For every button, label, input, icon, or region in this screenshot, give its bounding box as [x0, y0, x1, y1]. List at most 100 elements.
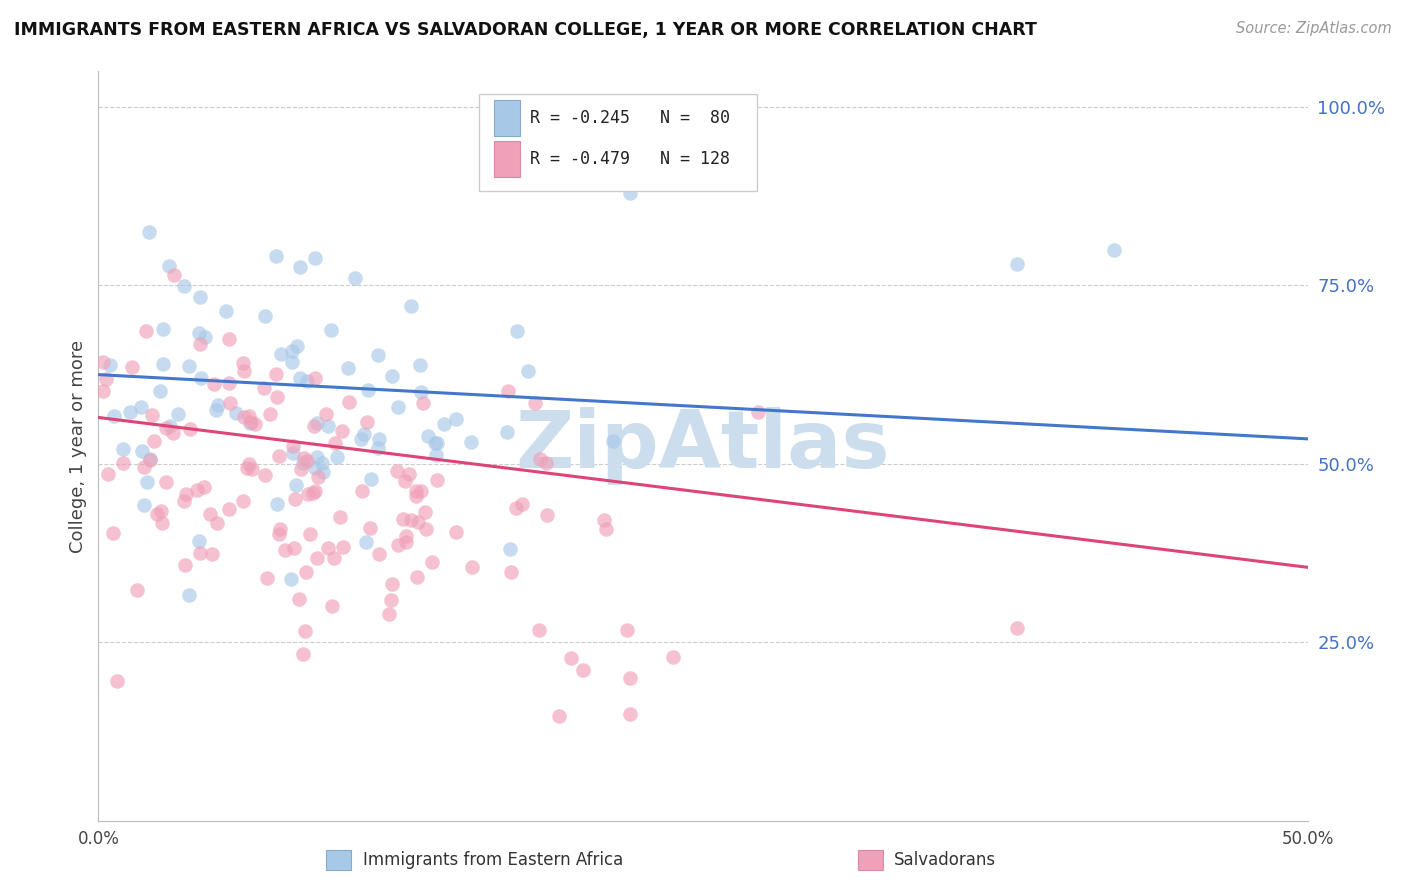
- Point: [496, 384, 519, 398]
- Point: [304, 370, 326, 384]
- Point: [353, 426, 375, 441]
- Point: [499, 565, 522, 579]
- Point: [592, 513, 614, 527]
- Point: [505, 500, 527, 515]
- Point: [142, 434, 165, 448]
- Point: [266, 367, 288, 381]
- Point: [311, 456, 333, 470]
- Point: [281, 344, 304, 359]
- Point: [307, 470, 329, 484]
- Point: [254, 467, 277, 482]
- Point: [266, 390, 288, 404]
- Point: [202, 376, 225, 391]
- Point: [381, 576, 404, 591]
- Text: ZipAtlas: ZipAtlas: [516, 407, 890, 485]
- Point: [162, 425, 184, 440]
- Point: [138, 453, 160, 467]
- Text: Salvadorans: Salvadorans: [894, 851, 997, 869]
- Point: [367, 348, 389, 362]
- Point: [218, 376, 240, 390]
- Point: [460, 435, 482, 450]
- Point: [560, 650, 582, 665]
- Point: [125, 583, 148, 598]
- Point: [406, 570, 429, 584]
- Point: [619, 186, 641, 200]
- Point: [307, 450, 329, 465]
- Point: [460, 560, 482, 574]
- Point: [315, 407, 337, 421]
- Point: [367, 432, 389, 446]
- Point: [139, 452, 162, 467]
- Point: [152, 516, 174, 530]
- Point: [406, 515, 429, 529]
- Point: [240, 416, 263, 430]
- Point: [602, 434, 624, 448]
- Point: [304, 483, 326, 498]
- Point: [295, 565, 318, 579]
- Point: [190, 371, 212, 385]
- Point: [281, 355, 304, 369]
- Point: [595, 522, 617, 536]
- Point: [198, 507, 221, 521]
- Point: [162, 268, 184, 283]
- Point: [330, 424, 353, 438]
- Point: [332, 540, 354, 554]
- Point: [349, 433, 371, 447]
- Point: [283, 541, 305, 555]
- Point: [359, 521, 381, 535]
- Point: [527, 623, 550, 637]
- Point: [350, 484, 373, 499]
- Point: [93, 384, 115, 398]
- Point: [159, 419, 181, 434]
- Point: [97, 467, 120, 482]
- Point: [174, 558, 197, 572]
- Point: [138, 225, 160, 239]
- Point: [336, 361, 359, 376]
- Point: [399, 512, 422, 526]
- Point: [173, 278, 195, 293]
- Point: [616, 624, 638, 638]
- Point: [190, 290, 212, 304]
- Point: [240, 462, 263, 476]
- Point: [132, 498, 155, 512]
- Point: [152, 321, 174, 335]
- Point: [747, 405, 769, 419]
- Point: [304, 252, 326, 266]
- Point: [218, 501, 240, 516]
- Point: [412, 396, 434, 410]
- Point: [166, 407, 188, 421]
- Point: [294, 624, 316, 638]
- Point: [157, 259, 180, 273]
- Point: [105, 674, 128, 689]
- Point: [326, 450, 349, 464]
- Point: [269, 522, 291, 536]
- Point: [547, 708, 569, 723]
- Point: [426, 436, 449, 450]
- Point: [426, 473, 449, 487]
- Point: [416, 429, 439, 443]
- Point: [380, 593, 402, 607]
- Point: [297, 487, 319, 501]
- Point: [121, 360, 143, 375]
- Point: [194, 330, 217, 344]
- Point: [174, 487, 197, 501]
- Point: [179, 422, 201, 436]
- Point: [444, 524, 467, 539]
- Point: [187, 326, 209, 340]
- Point: [111, 442, 134, 457]
- Point: [292, 647, 315, 661]
- Point: [214, 304, 236, 318]
- Point: [354, 534, 377, 549]
- Point: [409, 358, 432, 372]
- Point: [516, 364, 538, 378]
- Point: [292, 451, 315, 466]
- Point: [193, 480, 215, 494]
- Point: [288, 260, 311, 275]
- Point: [145, 508, 167, 522]
- Point: [188, 533, 211, 548]
- Point: [131, 444, 153, 458]
- Point: [321, 323, 343, 337]
- Point: [239, 416, 262, 430]
- Point: [344, 271, 367, 285]
- Point: [236, 460, 259, 475]
